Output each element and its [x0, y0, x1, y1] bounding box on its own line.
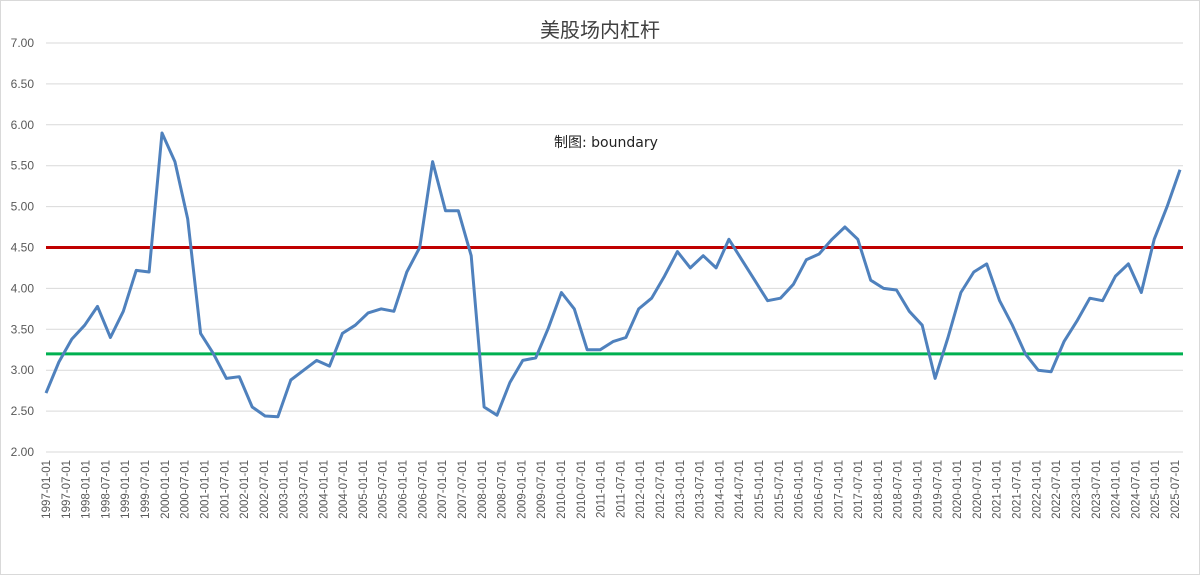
y-tick-label: 6.00 — [11, 118, 35, 132]
x-tick-label: 2010-01-01 — [556, 460, 568, 519]
x-tick-label: 2023-01-01 — [1071, 460, 1083, 519]
leverage-line — [44, 131, 1182, 419]
y-tick-label: 7.00 — [11, 36, 35, 50]
x-tick-label: 2013-01-01 — [675, 460, 687, 519]
x-tick-label: 2019-07-01 — [932, 460, 944, 519]
x-tick-label: 2000-01-01 — [160, 460, 172, 519]
x-tick-label: 2005-07-01 — [378, 460, 390, 519]
y-tick-label: 5.50 — [11, 159, 35, 173]
chart-title: 美股场内杠杆 — [540, 18, 660, 42]
x-tick-label: 2024-07-01 — [1130, 460, 1142, 519]
x-tick-label: 2008-07-01 — [497, 460, 509, 519]
x-tick-label: 2002-01-01 — [239, 460, 251, 519]
x-tick-label: 2009-07-01 — [536, 460, 548, 519]
x-tick-label: 2018-07-01 — [893, 460, 905, 519]
x-tick-label: 2022-01-01 — [1031, 460, 1043, 519]
y-tick-label: 2.00 — [11, 445, 35, 459]
x-tick-label: 2020-07-01 — [972, 460, 984, 519]
x-tick-label: 1997-07-01 — [61, 460, 73, 519]
x-tick-label: 2000-07-01 — [180, 460, 192, 519]
x-tick-label: 2016-07-01 — [813, 460, 825, 519]
x-tick-label: 2023-07-01 — [1091, 460, 1103, 519]
x-tick-label: 2009-01-01 — [516, 460, 528, 519]
x-tick-label: 2001-01-01 — [199, 460, 211, 519]
x-tick-label: 2024-01-01 — [1111, 460, 1123, 519]
x-tick-label: 2015-01-01 — [754, 460, 766, 519]
x-tick-label: 2017-07-01 — [853, 460, 865, 519]
x-tick-label: 2013-07-01 — [695, 460, 707, 519]
x-tick-label: 2016-01-01 — [794, 460, 806, 519]
x-tick-label: 1999-01-01 — [120, 460, 132, 519]
x-tick-label: 2022-07-01 — [1051, 460, 1063, 519]
x-tick-label: 2012-07-01 — [655, 460, 667, 519]
x-tick-label: 2003-07-01 — [298, 460, 310, 519]
x-tick-label: 2014-01-01 — [714, 460, 726, 519]
x-tick-label: 1997-01-01 — [41, 460, 53, 519]
x-tick-label: 2002-07-01 — [259, 460, 271, 519]
y-tick-label: 5.00 — [11, 200, 35, 214]
x-tick-label: 2015-07-01 — [774, 460, 786, 519]
x-tick-label: 2008-01-01 — [477, 460, 489, 519]
x-tick-label: 2019-01-01 — [913, 460, 925, 519]
x-tick-label: 2025-07-01 — [1170, 460, 1182, 519]
chart-credit: 制图: boundary — [554, 135, 658, 151]
x-tick-label: 2020-01-01 — [952, 460, 964, 519]
x-tick-label: 2014-07-01 — [734, 460, 746, 519]
y-tick-label: 6.50 — [11, 77, 35, 91]
x-tick-label: 2007-01-01 — [437, 460, 449, 519]
x-tick-label: 2004-07-01 — [338, 460, 350, 519]
x-tick-label: 2004-01-01 — [318, 460, 330, 519]
x-tick-label: 2003-01-01 — [279, 460, 291, 519]
x-tick-label: 2012-01-01 — [635, 460, 647, 519]
x-tick-label: 2021-07-01 — [1012, 460, 1024, 519]
x-tick-label: 1999-07-01 — [140, 460, 152, 519]
y-tick-label: 3.50 — [11, 322, 35, 336]
x-tick-label: 1998-01-01 — [81, 460, 93, 519]
x-tick-label: 1998-07-01 — [100, 460, 112, 519]
x-tick-label: 2018-01-01 — [873, 460, 885, 519]
y-tick-label: 4.50 — [11, 241, 35, 255]
x-tick-label: 2006-01-01 — [398, 460, 410, 519]
x-tick-label: 2017-01-01 — [833, 460, 845, 519]
x-tick-label: 2011-01-01 — [596, 460, 608, 518]
x-tick-label: 2006-07-01 — [417, 460, 429, 519]
x-tick-label: 2010-07-01 — [576, 460, 588, 519]
x-tick-label: 2011-07-01 — [615, 460, 627, 518]
x-tick-label: 2001-07-01 — [219, 460, 231, 519]
x-tick-label: 2005-01-01 — [358, 460, 370, 519]
y-tick-label: 4.00 — [11, 281, 35, 295]
y-tick-label: 3.00 — [11, 363, 35, 377]
x-tick-label: 2021-01-01 — [992, 460, 1004, 519]
x-tick-label: 2007-07-01 — [457, 460, 469, 519]
x-tick-label: 2025-01-01 — [1150, 460, 1162, 519]
y-tick-label: 2.50 — [11, 404, 35, 418]
